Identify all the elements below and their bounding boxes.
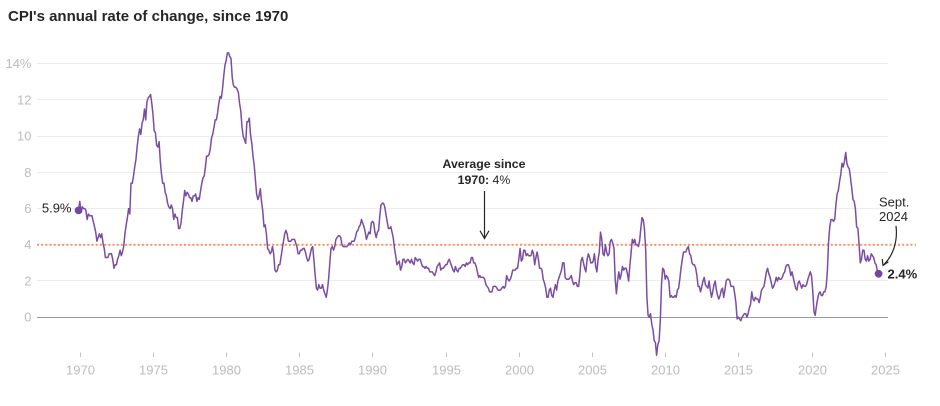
svg-text:4: 4 (24, 237, 31, 252)
svg-text:0: 0 (24, 310, 31, 325)
svg-text:10: 10 (17, 129, 31, 144)
svg-text:6: 6 (24, 201, 31, 216)
svg-text:1970: 1970 (66, 363, 95, 378)
svg-text:CPI's annual rate of change, s: CPI's annual rate of change, since 1970 (8, 8, 288, 25)
svg-text:Sept.: Sept. (879, 195, 909, 210)
svg-text:2015: 2015 (724, 363, 753, 378)
svg-text:Average since: Average since (443, 157, 526, 171)
svg-text:2020: 2020 (798, 363, 827, 378)
svg-text:2010: 2010 (651, 363, 680, 378)
svg-text:1970: 4%: 1970: 4% (458, 173, 511, 187)
svg-text:2000: 2000 (505, 363, 534, 378)
svg-text:1975: 1975 (139, 363, 168, 378)
svg-text:2: 2 (24, 273, 31, 288)
svg-text:5.9%: 5.9% (42, 200, 72, 215)
svg-text:2024: 2024 (879, 209, 908, 224)
svg-text:14%: 14% (5, 56, 31, 71)
svg-text:1980: 1980 (212, 363, 241, 378)
svg-text:12: 12 (17, 92, 31, 107)
svg-text:8: 8 (24, 165, 31, 180)
svg-text:1995: 1995 (432, 363, 461, 378)
svg-text:1985: 1985 (285, 363, 314, 378)
svg-text:2025: 2025 (871, 363, 900, 378)
svg-text:2005: 2005 (578, 363, 607, 378)
svg-text:2.4%: 2.4% (888, 266, 918, 281)
svg-text:1990: 1990 (358, 363, 387, 378)
